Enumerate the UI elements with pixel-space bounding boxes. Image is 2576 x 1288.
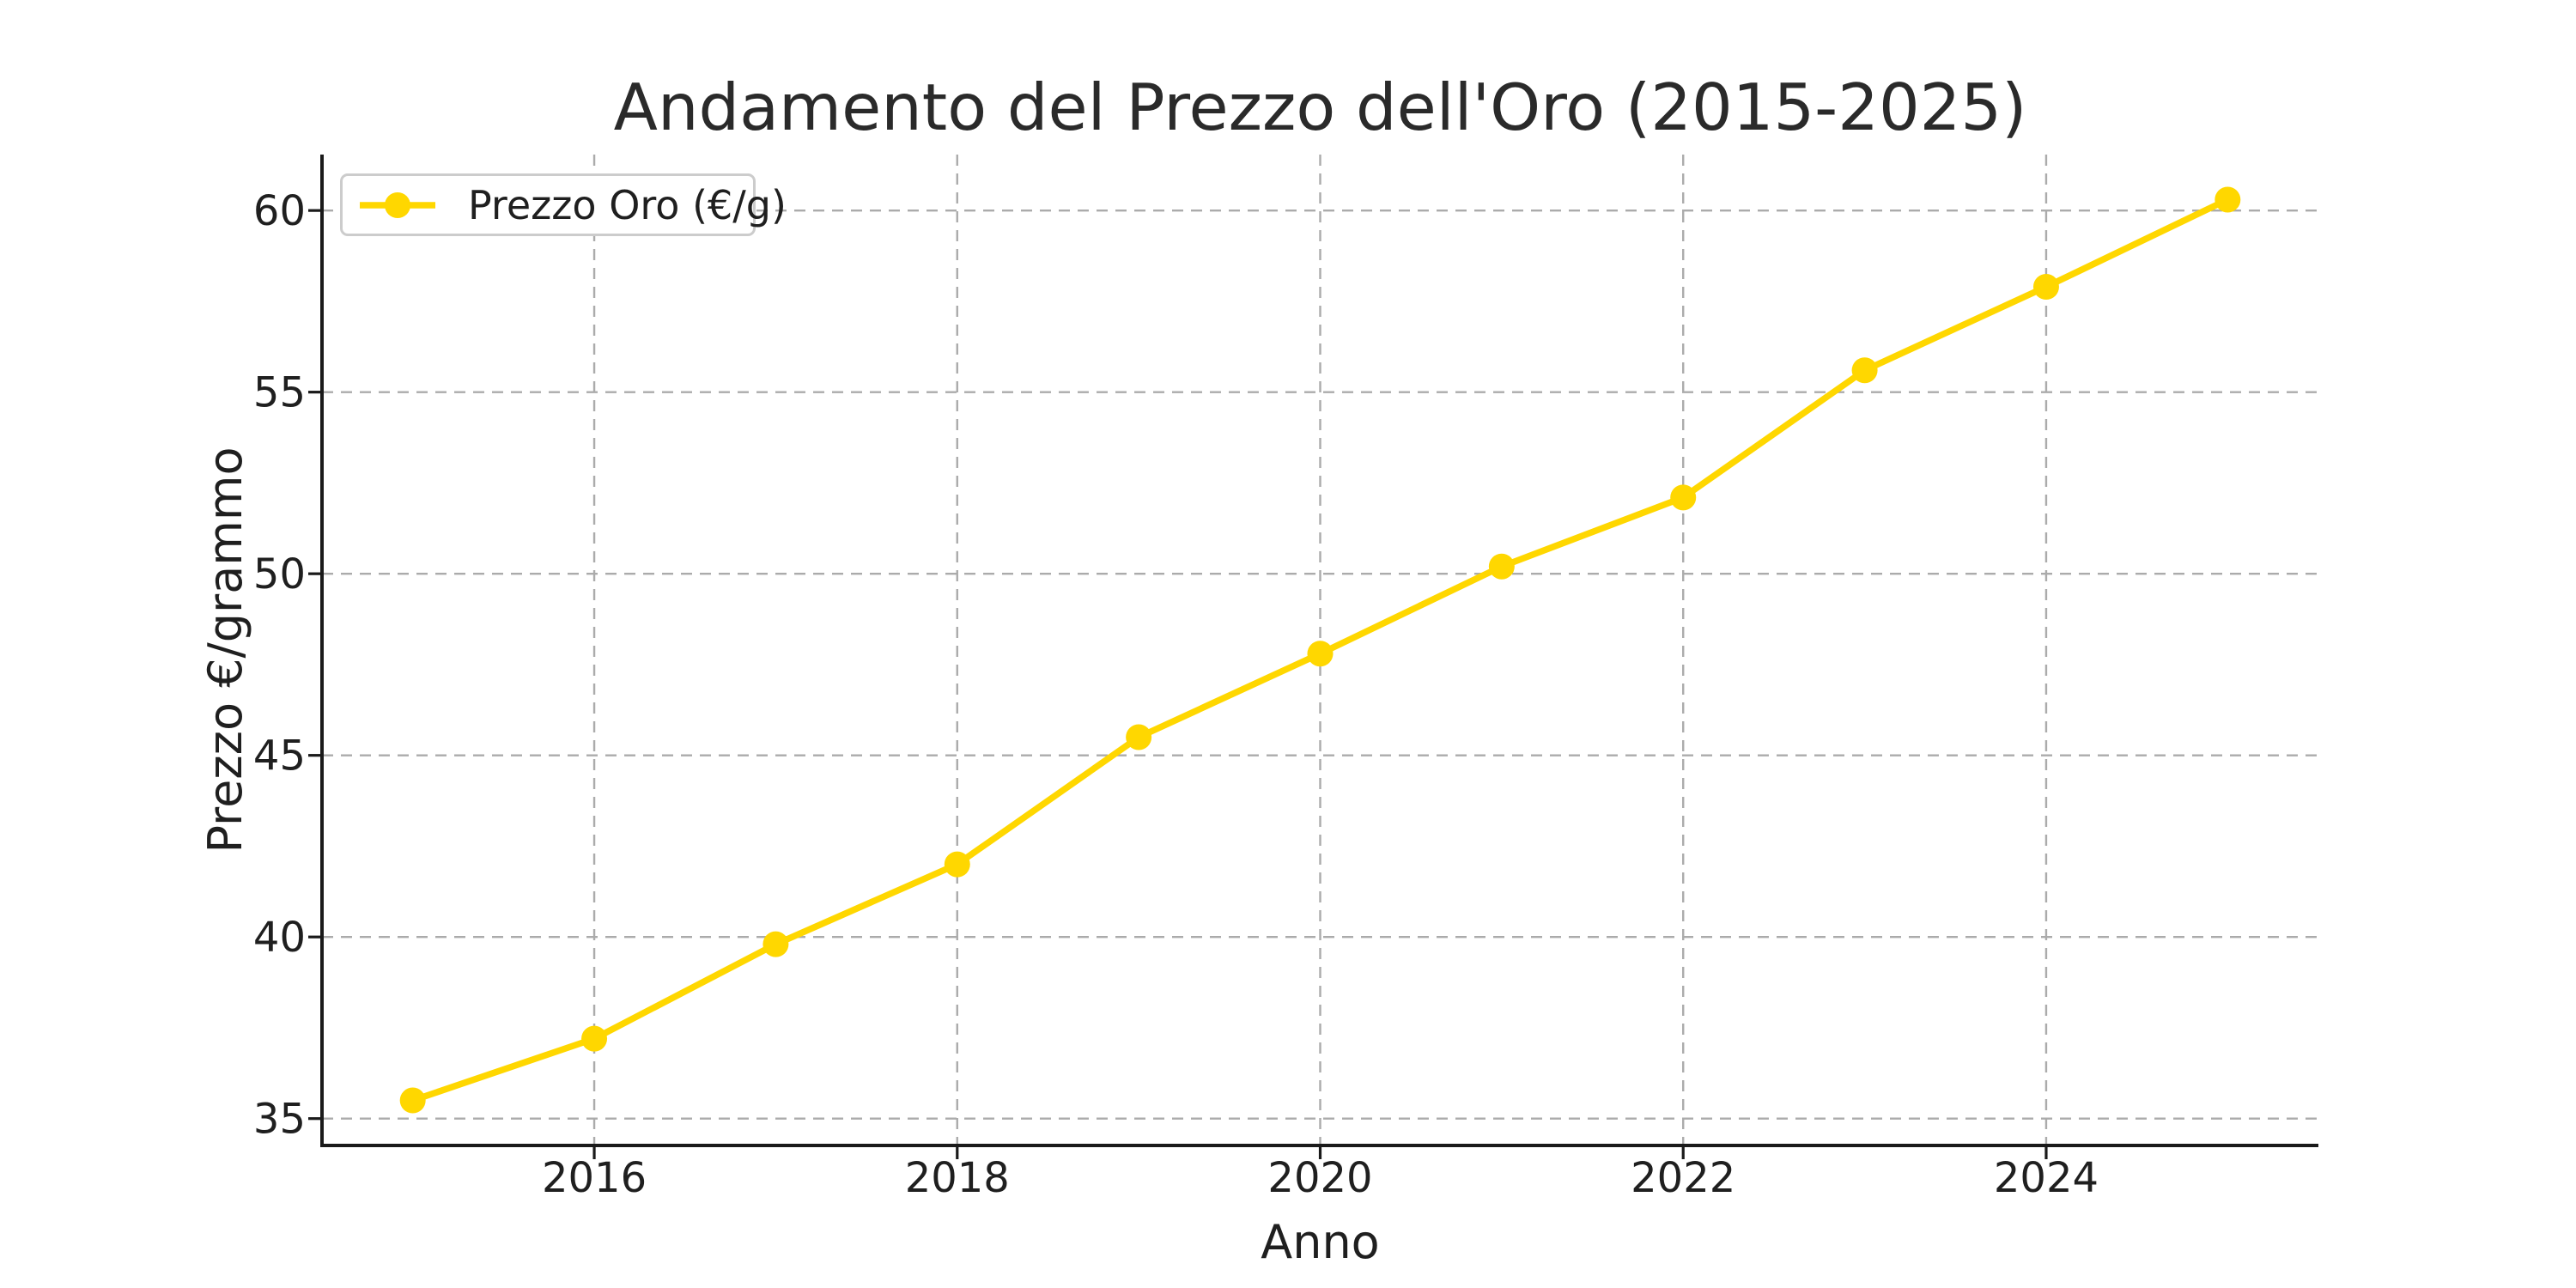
x-tick-label-2020: 2020: [1267, 1154, 1372, 1202]
x-tick-label-2024: 2024: [1994, 1154, 2099, 1202]
legend: Prezzo Oro (€/g): [340, 173, 787, 236]
y-tick-label-35: 35: [253, 1096, 306, 1144]
y-tick-label-40: 40: [253, 914, 306, 962]
data-point-2023: [1851, 357, 1878, 384]
data-point-2015: [399, 1087, 426, 1114]
data-point-2017: [762, 931, 789, 957]
y-tick-label-45: 45: [253, 732, 306, 781]
data-point-2016: [581, 1025, 608, 1052]
legend-marker-icon: [360, 191, 435, 218]
data-point-2021: [1488, 553, 1515, 580]
data-point-2024: [2032, 273, 2059, 300]
data-point-2025: [2215, 186, 2241, 213]
y-tick-label-60: 60: [253, 187, 306, 235]
data-point-2019: [1126, 724, 1152, 750]
legend-label: Prezzo Oro (€/g): [468, 181, 787, 228]
data-point-2022: [1670, 484, 1697, 511]
y-tick-label-55: 55: [253, 369, 306, 417]
data-point-2020: [1307, 641, 1334, 667]
x-axis-label: Anno: [1261, 1215, 1380, 1269]
data-point-2018: [944, 851, 970, 878]
y-tick-label-50: 50: [253, 550, 306, 598]
y-axis-label: Prezzo €/grammo: [198, 447, 252, 854]
x-tick-label-2016: 2016: [542, 1154, 647, 1202]
chart-title: Andamento del Prezzo dell'Oro (2015-2025…: [613, 70, 2027, 145]
x-tick-label-2018: 2018: [905, 1154, 1010, 1202]
x-tick-label-2022: 2022: [1631, 1154, 1735, 1202]
